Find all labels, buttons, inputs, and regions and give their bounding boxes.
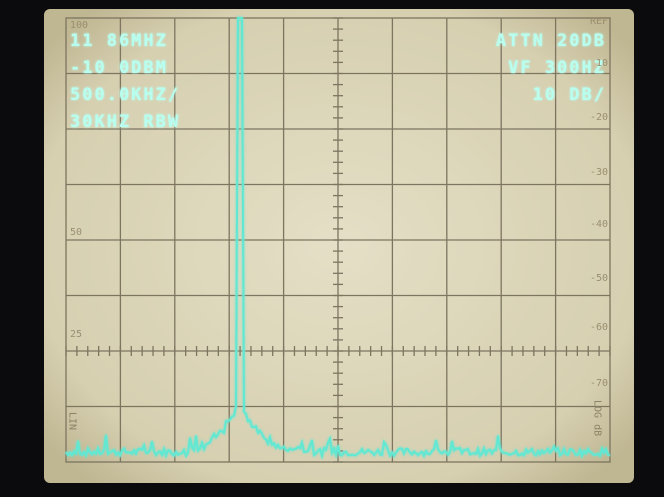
scale-label: REF (590, 16, 608, 27)
screen (44, 9, 634, 483)
readout-text: 500.0KHZ/ (70, 85, 180, 105)
readout-text: 10 DB/ (533, 85, 606, 105)
readout-text: -10 0DBM (70, 58, 168, 78)
scale-label: -40 (590, 219, 608, 230)
mode-label: LOG dB (592, 400, 603, 436)
scale-label: -60 (590, 322, 608, 333)
scale-label: 10 (596, 58, 608, 69)
labels: 11 86MHZ -10 0DBM 500.0KHZ/30KHZ RBW ATTN 2… (67, 16, 609, 436)
readout-text: VF 300HZ (508, 58, 606, 78)
readout-text: 30KHZ RBW (70, 112, 180, 132)
scale-label: -30 (590, 167, 608, 178)
scale-label: 25 (70, 329, 82, 340)
scale-label: 50 (70, 227, 82, 238)
readout-text: 11 86MHZ (70, 31, 168, 51)
readout-text: ATTN 20DB (496, 31, 606, 51)
scale-label: -70 (590, 378, 608, 389)
scale-label: -20 (590, 112, 608, 123)
graticule (65, 17, 611, 463)
scale-label: 100 (70, 20, 88, 31)
scale-label: -50 (590, 273, 608, 284)
trace (65, 17, 611, 460)
mode-label: LIN (67, 412, 78, 430)
